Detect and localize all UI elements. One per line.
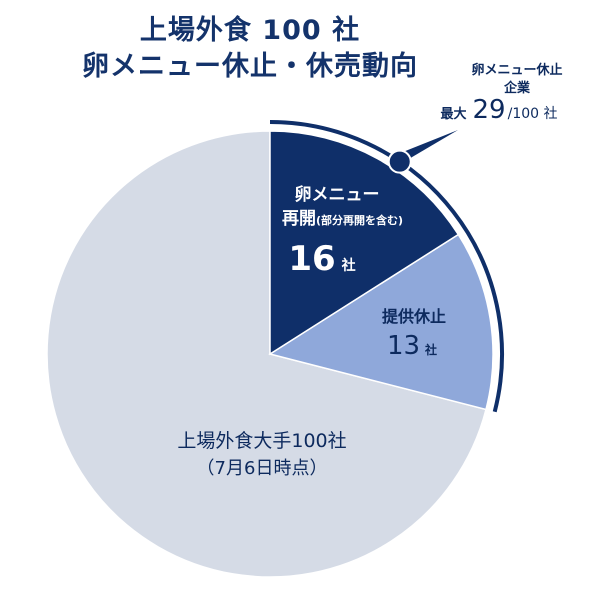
suspended-value-unit: 社 xyxy=(424,342,437,357)
callout-dot xyxy=(387,149,412,174)
pie-slice-suspended xyxy=(268,233,494,411)
callout-prefix: 最大 xyxy=(441,106,467,122)
total-label-line2: （7月6日時点） xyxy=(197,458,328,479)
suspended-value: 13 社 xyxy=(387,331,437,361)
suspended-label: 提供休止 xyxy=(382,307,446,326)
resumed-label-line2: 再開(部分再開を含む) xyxy=(282,209,403,229)
resumed-value-number: 16 xyxy=(288,239,335,279)
resumed-label-note: (部分再開を含む) xyxy=(316,213,403,227)
resumed-value-unit: 社 xyxy=(341,257,356,274)
pie-slice-total xyxy=(46,130,487,578)
chart-title-line1: 上場外食 100 社 xyxy=(139,15,361,46)
callout-line1: 卵メニュー休止 xyxy=(471,62,562,78)
chart-title-line2: 卵メニュー休止・休売動向 xyxy=(82,51,418,82)
resumed-label-line1: 卵メニュー xyxy=(295,184,380,205)
resumed-label-main: 再開 xyxy=(282,209,316,229)
bracket-arc xyxy=(269,120,504,413)
callout-pointer xyxy=(393,130,458,160)
pie-slice-resumed xyxy=(269,130,460,356)
callout-line2: 企業 xyxy=(503,80,531,96)
callout-suffix: /100 社 xyxy=(508,106,558,122)
callout-value: 29 xyxy=(473,95,506,125)
resumed-value: 16 社 xyxy=(288,239,355,279)
suspended-value-number: 13 xyxy=(387,331,420,361)
total-label-line1: 上場外食大手100社 xyxy=(177,430,346,452)
callout-value-line: 最大 29/100 社 xyxy=(441,95,558,125)
